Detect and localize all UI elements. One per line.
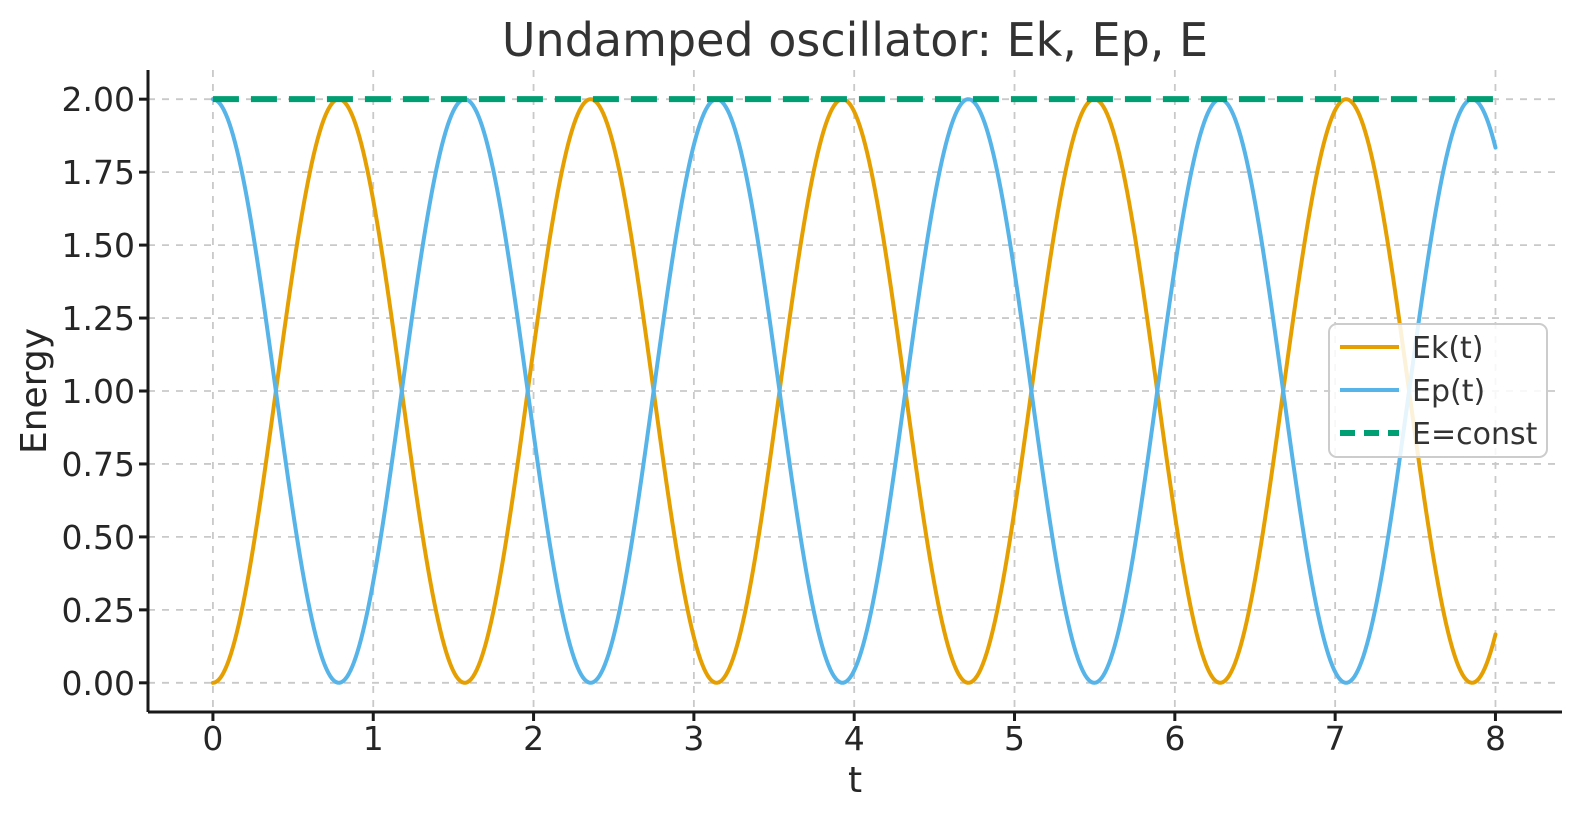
axes-spines-ticks xyxy=(139,70,1562,721)
y-tick-label-1.75: 1.75 xyxy=(62,153,135,192)
y-tick-label-0.50: 0.50 xyxy=(62,518,135,557)
x-tick-label-1: 1 xyxy=(363,719,384,758)
x-tick-label-3: 3 xyxy=(683,719,704,758)
gridlines xyxy=(148,70,1562,712)
legend-label-ek: Ek(t) xyxy=(1412,331,1484,366)
y-tick-label-0.25: 0.25 xyxy=(62,591,135,630)
y-axis-label: Energy xyxy=(14,328,55,454)
chart-title: Undamped oscillator: Ek, Ep, E xyxy=(502,13,1208,67)
x-tick-label-0: 0 xyxy=(202,719,223,758)
y-tick-label-2.00: 2.00 xyxy=(62,80,135,119)
tick-labels: 0 1 2 3 4 5 6 7 8 0.00 0.25 0.50 0.75 1.00 1.25 1.50 1.7… xyxy=(62,80,1506,758)
x-tick-label-4: 4 xyxy=(844,719,865,758)
legend-box xyxy=(1328,323,1548,458)
y-tick-label-1.25: 1.25 xyxy=(62,299,135,338)
y-tick-label-1.50: 1.50 xyxy=(62,226,135,265)
x-tick-label-2: 2 xyxy=(523,719,544,758)
legend-entry-ep: Ep(t) xyxy=(1340,374,1485,409)
y-tick-label-1.00: 1.00 xyxy=(62,372,135,411)
series-ep-curve xyxy=(210,97,1498,685)
legend-label-e-const: E=const xyxy=(1412,417,1538,452)
legend-label-ep: Ep(t) xyxy=(1412,374,1485,409)
y-tick-label-0.75: 0.75 xyxy=(62,445,135,484)
series-curves xyxy=(210,96,1498,685)
legend-entry-e-const: E=const xyxy=(1340,417,1538,452)
legend-entry-ek: Ek(t) xyxy=(1340,331,1484,366)
x-tick-label-7: 7 xyxy=(1325,719,1346,758)
y-tick-label-0.00: 0.00 xyxy=(62,664,135,703)
x-axis-label: t xyxy=(848,760,862,801)
legend: Ek(t) Ep(t) E=const xyxy=(1328,323,1548,458)
x-tick-label-5: 5 xyxy=(1004,719,1025,758)
x-tick-label-8: 8 xyxy=(1485,719,1506,758)
series-ek-curve xyxy=(210,97,1498,685)
x-tick-label-6: 6 xyxy=(1164,719,1185,758)
